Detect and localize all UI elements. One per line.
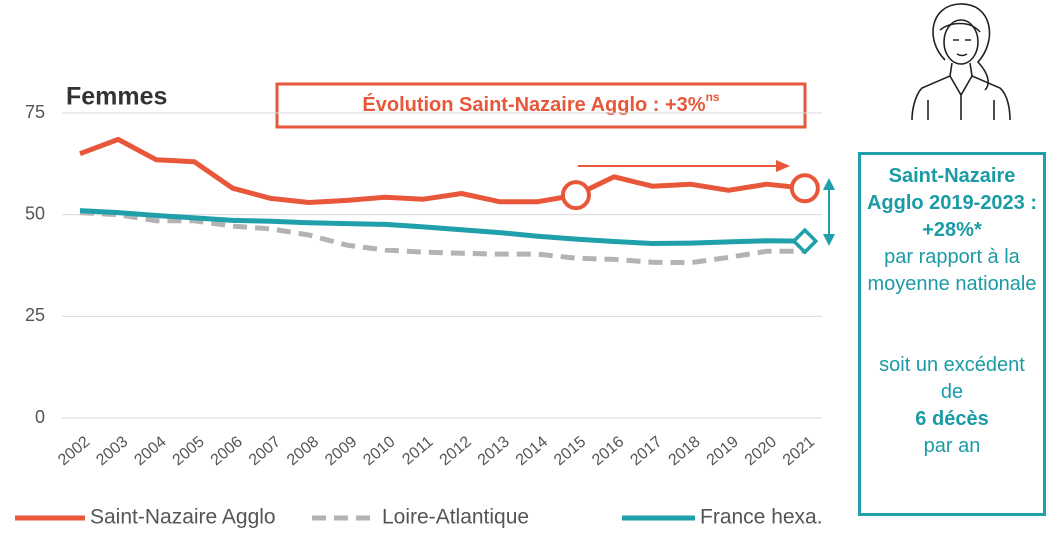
legend-label: Saint-Nazaire Agglo xyxy=(90,506,276,529)
annotation-superscript: ns xyxy=(706,90,720,104)
x-tick-label: 2010 xyxy=(360,433,398,469)
x-tick-label: 2019 xyxy=(704,433,742,469)
y-tick-label: 50 xyxy=(25,203,45,223)
panel-text: par an xyxy=(861,433,1043,460)
x-tick-label: 2007 xyxy=(246,433,284,469)
point-marker xyxy=(563,182,589,208)
series-line xyxy=(80,139,805,202)
x-tick-label: 2005 xyxy=(170,433,208,469)
arrow-head xyxy=(823,178,835,190)
panel-highlight: 6 décès xyxy=(861,406,1043,433)
x-tick-label: 2004 xyxy=(131,433,169,469)
series-line xyxy=(80,213,805,263)
x-tick-label: 2018 xyxy=(665,433,703,469)
x-tick-label: 2009 xyxy=(322,433,360,469)
x-tick-label: 2014 xyxy=(513,433,551,469)
x-tick-label: 2011 xyxy=(399,433,436,468)
series-line xyxy=(80,211,805,244)
x-tick-label: 2006 xyxy=(208,433,246,469)
x-tick-label: 2008 xyxy=(284,433,322,469)
x-tick-label: 2013 xyxy=(475,433,513,469)
y-tick-label: 0 xyxy=(35,407,45,427)
arrow-head xyxy=(823,234,835,246)
x-tick-label: 2003 xyxy=(93,433,131,469)
point-marker xyxy=(794,230,816,252)
point-marker xyxy=(792,175,818,201)
page: Femmes Évolution Saint-Nazaire Agglo : +… xyxy=(0,0,1058,534)
x-tick-label: 2016 xyxy=(589,433,627,469)
x-tick-label: 2002 xyxy=(55,433,93,469)
y-tick-label: 25 xyxy=(25,305,45,325)
annotation: Évolution Saint-Nazaire Agglo : +3%ns xyxy=(362,90,720,116)
info-panel: Saint-Nazaire Agglo 2019-2023 : +28%* pa… xyxy=(858,152,1046,516)
legend-label: France hexa. xyxy=(700,506,823,529)
y-tick-label: 75 xyxy=(25,102,45,122)
x-tick-label: 2017 xyxy=(627,433,665,469)
panel-text: soit un excédent de xyxy=(861,352,1043,406)
chart-title: Femmes xyxy=(66,83,167,111)
x-tick-label: 2015 xyxy=(551,433,589,469)
panel-text: par rapport à la moyenne nationale xyxy=(861,244,1043,298)
person-icon xyxy=(912,4,1010,120)
x-tick-label: 2020 xyxy=(742,433,780,469)
x-tick-label: 2021 xyxy=(780,433,818,469)
panel-heading: Saint-Nazaire Agglo 2019-2023 : +28%* xyxy=(861,163,1043,244)
legend-label: Loire-Atlantique xyxy=(382,506,529,529)
x-tick-label: 2012 xyxy=(437,433,475,469)
legend: Saint-Nazaire Agglo Loire-Atlantique Franc… xyxy=(15,506,823,529)
arrow-head xyxy=(776,160,790,172)
